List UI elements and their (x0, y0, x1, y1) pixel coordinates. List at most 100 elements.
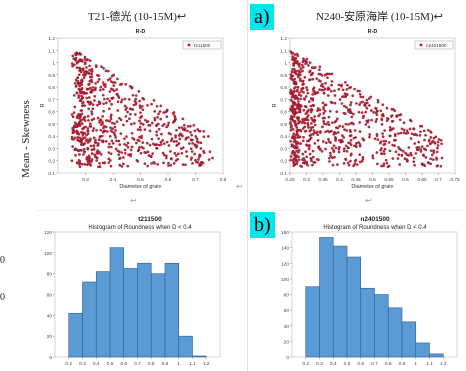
scatter-point (94, 86, 97, 90)
scatter-point (138, 125, 142, 129)
scatter-point (306, 91, 310, 95)
scatter-point (420, 145, 424, 148)
scatter-point (376, 138, 380, 141)
scatter-point (358, 92, 362, 96)
scatter-point (388, 134, 392, 138)
scatter-point (108, 107, 111, 111)
y-axis-label: R (40, 103, 46, 107)
scatter-point (125, 143, 128, 147)
scatter-point (361, 157, 365, 161)
y-tick-label: 0.4 (48, 134, 55, 140)
y-tick-label: 0.8 (280, 85, 287, 91)
scatter-point (184, 163, 187, 167)
scatter-point (97, 78, 101, 81)
scatter-point (292, 161, 296, 165)
scatter-point (321, 125, 324, 129)
scatter-point (158, 110, 162, 113)
scatter-point (91, 86, 95, 89)
scatter-point (139, 111, 142, 115)
scatter-point (89, 125, 93, 128)
scatter-point (88, 59, 92, 63)
scatter-point (120, 165, 124, 168)
histogram-bar (82, 281, 97, 358)
y-tick-label: 140 (281, 246, 289, 252)
scatter-point (327, 140, 331, 143)
scatter-point (101, 139, 105, 143)
scatter-point (173, 119, 177, 123)
scatter-point (87, 119, 90, 122)
scatter-point (185, 150, 188, 153)
scatter-point (207, 158, 211, 161)
scatter-point (118, 116, 121, 120)
scatter-point (119, 83, 122, 87)
scatter-point (194, 135, 198, 138)
scatter-point (311, 125, 315, 129)
scatter-point (83, 62, 87, 66)
scatter-point (397, 132, 400, 135)
scatter-point (296, 116, 300, 119)
scatter-point (70, 159, 74, 163)
scatter-point (384, 139, 388, 143)
scatter-point (146, 150, 150, 154)
scatter-point (175, 139, 178, 143)
scatter-point (134, 102, 138, 106)
scatter-point (92, 136, 96, 140)
scatter-point (83, 91, 87, 95)
scatter-point (165, 154, 168, 158)
scatter-point (366, 119, 370, 122)
scatter-point (111, 142, 115, 145)
scatter-point (436, 146, 439, 150)
scatter-point (129, 148, 133, 152)
scatter-point (82, 73, 85, 77)
scatter-point (305, 86, 308, 89)
scatter-point (86, 114, 90, 118)
scatter-point (170, 137, 174, 140)
scatter-point (199, 161, 203, 165)
scatter-point (130, 85, 134, 89)
scatter-point (107, 161, 111, 165)
scatter-point (164, 156, 168, 160)
x-axis-label: Diameter of grain (119, 184, 161, 190)
scatter-point (125, 135, 128, 138)
scatter-point (299, 142, 303, 145)
scatter-point (146, 104, 149, 107)
scatter-point (202, 130, 206, 133)
x-tick-label: 0.8 (220, 177, 227, 183)
scatter-point (352, 112, 355, 116)
scatter-point (134, 113, 137, 116)
scatter-point (96, 80, 100, 84)
scatter-point (302, 135, 305, 139)
scatter-point (78, 163, 81, 166)
scatter-point (78, 59, 82, 62)
y-tick-label: 0.7 (280, 97, 287, 103)
scatter-point (384, 158, 388, 162)
histogram-bar (360, 287, 375, 358)
scatter-point (292, 56, 296, 60)
scatter-point (176, 152, 180, 156)
scatter-point (402, 121, 406, 125)
scatter-point (413, 163, 416, 167)
scatter-point (167, 164, 170, 167)
scatter-point (157, 112, 160, 116)
x-tick-label: 0.35 (318, 177, 328, 183)
scatter-point (351, 94, 355, 98)
scatter-point (300, 165, 303, 168)
scatter-point (380, 117, 384, 121)
scatter-point (143, 162, 147, 166)
scatter-point (299, 94, 303, 97)
scatter-point (86, 71, 90, 75)
scatter-point (306, 163, 309, 167)
scatter-point (96, 116, 100, 120)
scatter-point (419, 130, 422, 134)
y-tick-label: 1 (52, 61, 55, 67)
scatter-point (295, 61, 299, 65)
scatter-point (90, 148, 94, 152)
scatter-point (308, 134, 312, 137)
scatter-point (101, 93, 105, 97)
scatter-point (327, 137, 330, 141)
scatter-point (358, 153, 362, 156)
scatter-point (111, 121, 114, 125)
scatter-point (380, 147, 383, 150)
scatter-point (108, 120, 112, 123)
scatter-point (349, 111, 353, 114)
